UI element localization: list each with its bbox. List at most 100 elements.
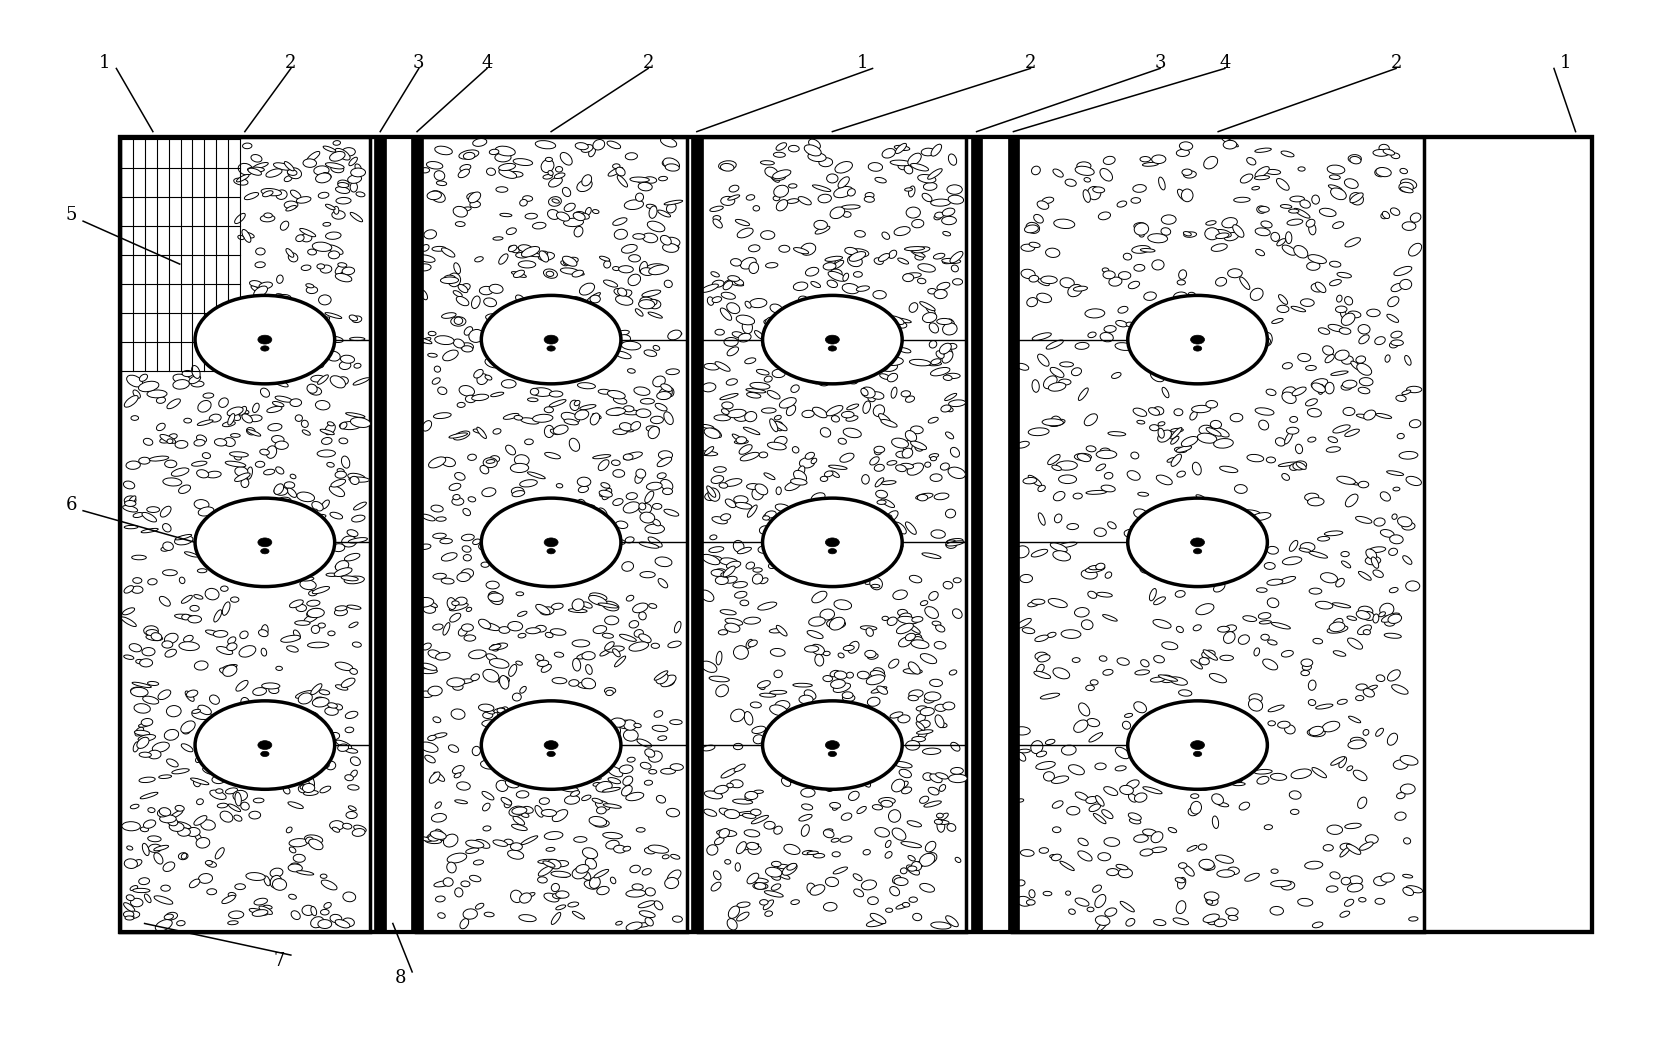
- Ellipse shape: [140, 752, 151, 757]
- Ellipse shape: [721, 409, 730, 415]
- Ellipse shape: [509, 664, 517, 676]
- Ellipse shape: [1115, 342, 1133, 351]
- Ellipse shape: [625, 537, 635, 543]
- Ellipse shape: [198, 839, 209, 846]
- Ellipse shape: [1170, 429, 1183, 432]
- Ellipse shape: [1326, 886, 1338, 892]
- Ellipse shape: [286, 645, 297, 652]
- Ellipse shape: [929, 592, 939, 600]
- Ellipse shape: [1099, 212, 1110, 220]
- Ellipse shape: [1207, 400, 1218, 408]
- Ellipse shape: [575, 142, 588, 150]
- Ellipse shape: [585, 664, 592, 674]
- Ellipse shape: [1373, 150, 1389, 156]
- Ellipse shape: [552, 894, 562, 899]
- Ellipse shape: [620, 290, 632, 298]
- Ellipse shape: [610, 718, 625, 728]
- Ellipse shape: [125, 585, 133, 593]
- Ellipse shape: [1240, 541, 1253, 550]
- Ellipse shape: [746, 483, 760, 490]
- Ellipse shape: [735, 412, 748, 421]
- Ellipse shape: [253, 403, 259, 413]
- Ellipse shape: [653, 376, 665, 386]
- Ellipse shape: [848, 188, 856, 196]
- Ellipse shape: [509, 245, 517, 252]
- Ellipse shape: [1213, 512, 1230, 518]
- Ellipse shape: [1351, 361, 1361, 371]
- Ellipse shape: [843, 212, 851, 217]
- Ellipse shape: [1386, 314, 1399, 322]
- Ellipse shape: [766, 262, 778, 267]
- Ellipse shape: [316, 173, 331, 183]
- Ellipse shape: [1029, 475, 1042, 486]
- Ellipse shape: [1079, 851, 1092, 861]
- Ellipse shape: [1153, 919, 1167, 926]
- Ellipse shape: [329, 733, 339, 740]
- Ellipse shape: [771, 861, 781, 867]
- Ellipse shape: [1270, 773, 1286, 780]
- Ellipse shape: [868, 697, 881, 707]
- Ellipse shape: [858, 807, 866, 814]
- Ellipse shape: [889, 316, 904, 324]
- Ellipse shape: [655, 403, 666, 411]
- Ellipse shape: [593, 819, 610, 828]
- Bar: [691, 137, 703, 932]
- Ellipse shape: [1135, 793, 1147, 802]
- Ellipse shape: [520, 347, 527, 352]
- Ellipse shape: [209, 732, 216, 742]
- Ellipse shape: [831, 713, 843, 721]
- Ellipse shape: [821, 476, 828, 481]
- Ellipse shape: [640, 762, 652, 769]
- Ellipse shape: [334, 206, 339, 214]
- Ellipse shape: [756, 370, 770, 375]
- Ellipse shape: [774, 504, 791, 512]
- Ellipse shape: [1281, 151, 1295, 157]
- Ellipse shape: [1207, 900, 1213, 905]
- Ellipse shape: [336, 684, 347, 690]
- Ellipse shape: [1278, 576, 1296, 583]
- Ellipse shape: [666, 679, 675, 686]
- Ellipse shape: [851, 335, 861, 340]
- Ellipse shape: [314, 317, 329, 326]
- Ellipse shape: [901, 463, 914, 469]
- Ellipse shape: [254, 898, 268, 905]
- Ellipse shape: [552, 912, 560, 925]
- Ellipse shape: [276, 294, 286, 299]
- Ellipse shape: [897, 715, 911, 722]
- Ellipse shape: [715, 786, 728, 794]
- Ellipse shape: [1213, 582, 1225, 592]
- Ellipse shape: [256, 777, 271, 787]
- Ellipse shape: [1137, 420, 1145, 424]
- Ellipse shape: [1356, 363, 1371, 375]
- Ellipse shape: [133, 578, 141, 583]
- Ellipse shape: [540, 360, 550, 365]
- Ellipse shape: [1218, 710, 1232, 716]
- Ellipse shape: [562, 187, 570, 197]
- Ellipse shape: [1050, 367, 1064, 377]
- Ellipse shape: [216, 789, 223, 793]
- Ellipse shape: [1220, 751, 1235, 756]
- Ellipse shape: [552, 603, 563, 610]
- Ellipse shape: [671, 331, 681, 336]
- Ellipse shape: [163, 542, 173, 551]
- Ellipse shape: [622, 244, 637, 253]
- Ellipse shape: [1035, 761, 1055, 770]
- Ellipse shape: [919, 796, 929, 803]
- Ellipse shape: [731, 709, 745, 721]
- Ellipse shape: [725, 623, 740, 632]
- Ellipse shape: [814, 226, 829, 234]
- Ellipse shape: [1266, 547, 1278, 554]
- Ellipse shape: [711, 272, 720, 277]
- Ellipse shape: [191, 461, 208, 466]
- Ellipse shape: [726, 346, 738, 356]
- Ellipse shape: [1220, 466, 1238, 473]
- Ellipse shape: [613, 266, 620, 271]
- Ellipse shape: [934, 290, 947, 299]
- Ellipse shape: [155, 896, 173, 905]
- Ellipse shape: [520, 836, 538, 845]
- Ellipse shape: [450, 709, 465, 719]
- Ellipse shape: [949, 400, 966, 406]
- Ellipse shape: [572, 770, 583, 777]
- Ellipse shape: [474, 429, 484, 434]
- Ellipse shape: [259, 282, 273, 289]
